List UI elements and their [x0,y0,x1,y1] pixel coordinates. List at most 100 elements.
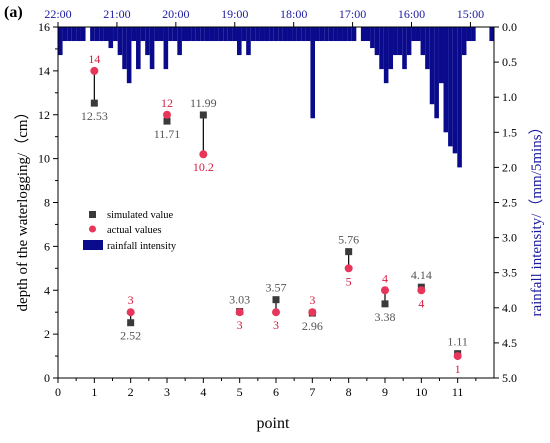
rainfall-bar [172,27,178,42]
simulated-point [199,111,207,119]
simulated-point [163,117,171,125]
rainfall-bar [411,27,416,42]
simulated-value-label: 5.76 [338,233,359,247]
rainfall-bar [108,27,114,49]
x-tick-label: 6 [273,385,279,399]
x-tick-label: 7 [309,385,315,399]
simulated-value-label: 11.99 [190,96,217,110]
simulated-point [381,300,389,308]
rainfall-bar [246,27,251,56]
rainfall-bar [186,27,192,42]
rainfall-bar [241,27,247,42]
rainfall-bar [287,27,293,42]
y2-tick-label: 0.0 [502,20,517,34]
actual-point [272,308,280,317]
y2-tick-label: 3.5 [502,266,517,280]
rainfall-bar [489,27,494,42]
rainfall-bar [227,27,233,42]
rainfall-bar [122,27,127,70]
simulated-point [272,296,280,304]
legend-actual-marker [89,225,96,233]
rainfall-bar [301,27,306,42]
rainfall-bar [149,27,155,70]
actual-point [417,286,426,295]
rainfall-bar [296,27,302,42]
rainfall-bar [255,27,260,42]
actual-point [453,352,462,361]
top-tick-label: 16:00 [398,7,425,21]
actual-point [90,66,99,75]
y2-tick-label: 2.5 [502,196,517,210]
rainfall-bar [80,27,86,42]
rainfall-bar [429,27,435,105]
rainfall-bar [328,27,334,42]
rainfall-bar [365,27,371,42]
rainfall-bar [67,27,72,42]
actual-value-label: 3 [309,293,315,307]
top-tick-label: 19:00 [221,7,248,21]
rainfall-bar [200,27,205,42]
simulated-value-label: 3.38 [375,310,396,324]
actual-value-label: 5 [346,274,352,288]
rainfall-bar [443,27,449,133]
actual-value-label: 3 [273,318,279,332]
legend-simulated-marker [89,211,96,218]
x-tick-label: 4 [200,385,206,399]
rainfall-bar [158,27,164,42]
rainfall-bar [168,27,173,42]
actual-value-label: 4 [382,271,388,285]
top-tick-label: 18:00 [280,7,307,21]
rainfall-bar [310,27,316,119]
x-tick-label: 0 [55,385,61,399]
x-tick-label: 10 [415,385,427,399]
rainfall-bar [214,27,219,42]
rainfall-bar [333,27,338,42]
rainfall-bar [466,27,472,42]
y2-tick-label: 1.5 [502,125,517,139]
rainfall-bar [434,27,439,119]
actual-value-label: 1 [455,362,461,376]
rainfall-bar [347,27,352,42]
y2-tick-label: 1.0 [502,90,517,104]
y2-tick-label: 2.0 [502,160,517,174]
top-tick-label: 17:00 [339,7,366,21]
rainfall-bar [264,27,270,42]
rainfall-bar [250,27,256,42]
rainfall-bar [374,27,380,56]
rainfall-bar [397,27,403,56]
rainfall-bar [305,27,311,42]
rainfall-bar [292,27,297,42]
simulated-value-label: 4.14 [411,268,432,282]
simulated-value-label: 2.52 [120,329,141,343]
simulated-value-label: 2.96 [302,319,323,333]
rainfall-bar [131,27,137,42]
simulated-point [90,99,98,107]
rainfall-bar [204,27,210,42]
simulated-value-label: 3.03 [229,293,250,307]
y-tick-label: 6 [44,239,50,253]
legend-rainfall-label: rainfall intensity [107,241,177,252]
rainfall-bar [370,27,375,49]
y-tick-label: 10 [38,152,50,166]
rainfall-bar [113,27,118,42]
rainfall-bar [181,27,187,42]
rainfall-bar [420,27,426,56]
x-tick-label: 5 [237,385,243,399]
simulated-value-label: 12.53 [81,109,108,123]
rainfall-bar [117,27,123,56]
rainfall-bar [337,27,343,42]
top-tick-label: 21:00 [103,7,130,21]
y-tick-label: 12 [38,108,50,122]
y2-tick-label: 0.5 [502,55,517,69]
rainfall-bar [351,27,357,42]
rainfall-bar [461,27,467,56]
y2-tick-label: 4.5 [502,336,517,350]
actual-point [344,264,353,273]
rainfall-bar [273,27,279,42]
rainfall-bar [319,27,325,42]
rainfall-bar [278,27,283,42]
legend-simulated-label: simulated value [107,210,174,221]
rainfall-bar [393,27,398,56]
